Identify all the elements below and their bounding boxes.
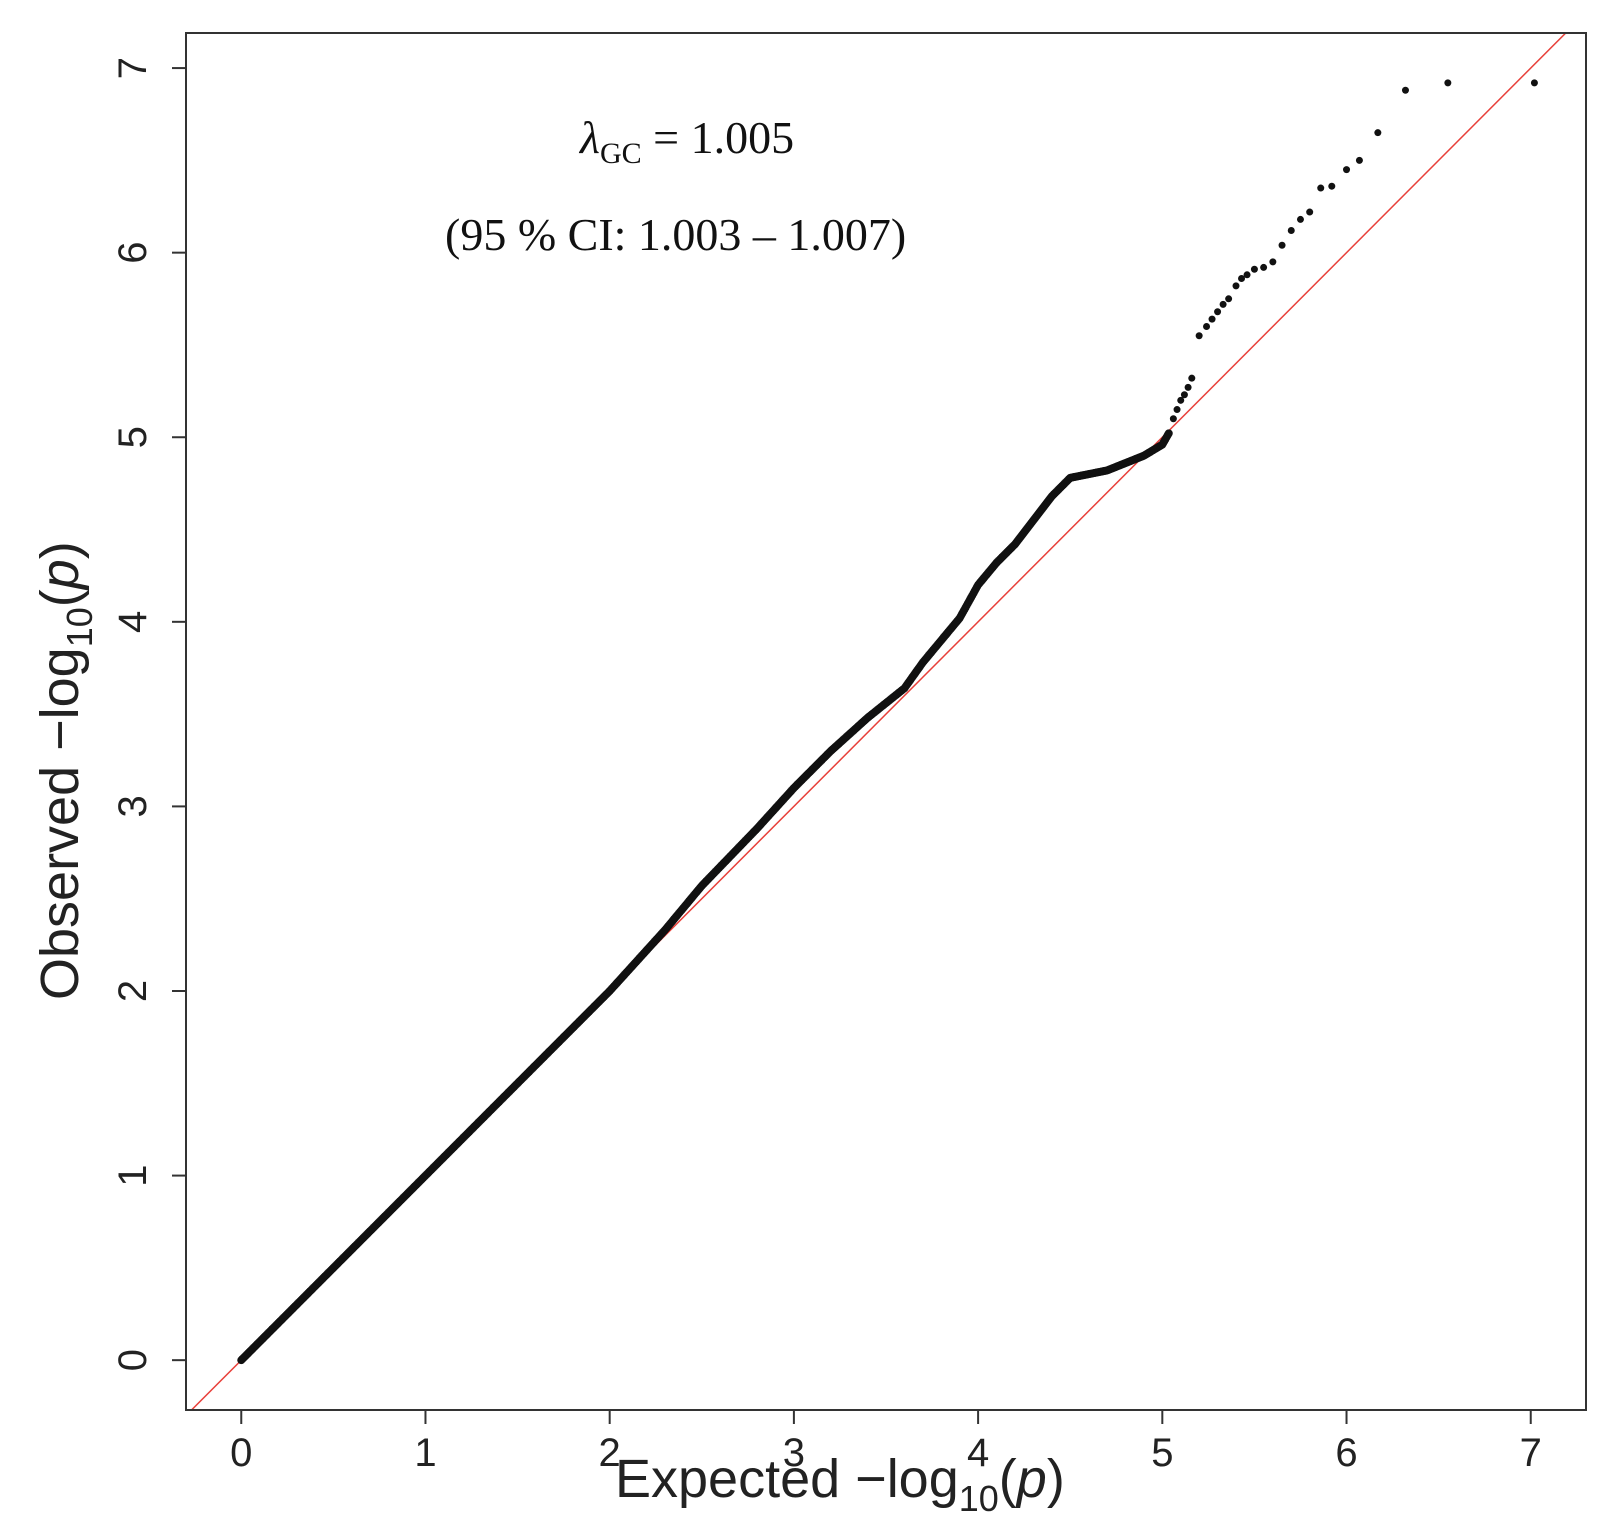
qq-tail-point [1260,263,1268,271]
y-axis-title: Observed −log10(p) [30,541,100,1000]
x-axis-title-prefix: Expected −log [615,1449,959,1509]
qq-tail-point [1169,415,1177,423]
x-tick-label: 7 [1520,1431,1542,1475]
y-axis-title-close: ) [30,541,90,559]
y-tick-label: 1 [111,1164,155,1186]
qq-tail-point [1203,322,1211,330]
y-axis-title-sub: 10 [59,607,100,647]
x-axis-title: Expected −log10(p) [615,1449,1065,1519]
qq-point [1164,429,1173,438]
y-tick-label: 0 [111,1349,155,1371]
qq-tail-point [1287,227,1295,235]
x-tick-label: 2 [599,1431,621,1475]
qq-tail-point [1214,308,1222,316]
qq-tail-point [1317,184,1325,192]
qq-tail-point [1195,332,1203,340]
qq-tail-point [1401,86,1409,94]
y-tick-label: 7 [111,57,155,79]
x-axis-title-close: ) [1047,1449,1065,1509]
x-axis-title-sub: 10 [959,1478,999,1519]
y-axis-title-open: ( [30,589,90,607]
qq-tail-point [1278,241,1286,249]
qq-tail-point [1250,265,1258,273]
y-tick-label: 5 [111,426,155,448]
lambda-annotation: λGC = 1.005 [578,112,794,170]
qq-tail-point [1208,315,1216,323]
x-tick-label: 4 [967,1431,989,1475]
x-tick-label: 5 [1151,1431,1173,1475]
qq-tail-point [1269,258,1277,266]
x-tick-label: 1 [414,1431,436,1475]
qq-tail-point [1296,215,1304,223]
qq-tail-point [1530,79,1538,87]
plot-frame [185,32,1587,1411]
qq-tail-point [1180,391,1188,399]
y-tick-label: 2 [111,980,155,1002]
qq-tail-point [1355,156,1363,164]
qq-tail-point [1177,396,1185,404]
qq-tail-point [1219,300,1227,308]
y-axis-title-var: p [30,559,90,591]
qq-tail-point [1232,282,1240,290]
x-axis-title-open: ( [999,1449,1017,1509]
qq-tail-point [1238,274,1246,282]
ci-annotation: (95 % CI: 1.003 – 1.007) [445,209,906,260]
qq-tail-point [1225,295,1233,303]
lambda-subscript: GC [600,137,642,170]
x-tick-label: 0 [230,1431,252,1475]
x-tick-label: 6 [1335,1431,1357,1475]
qq-tail-point [1184,383,1192,391]
qq-tail-point [1173,406,1181,414]
qq-tail-point [1243,271,1251,279]
x-axis-title-var: p [1015,1449,1047,1509]
qq-tail-point [1188,374,1196,382]
y-tick-label: 6 [111,242,155,264]
x-tick-label: 3 [783,1431,805,1475]
qq-tail-point [1374,129,1382,137]
y-axis-title-prefix: Observed −log [30,647,90,1000]
qq-tail-point [1306,208,1314,216]
lambda-symbol: λ [578,112,600,163]
qq-tail-point [1328,182,1336,190]
y-tick-label: 3 [111,795,155,817]
qq-tail-point [1444,79,1452,87]
lambda-value: = 1.005 [642,112,794,163]
qq-tail-point [1343,166,1351,174]
y-tick-label: 4 [111,611,155,633]
